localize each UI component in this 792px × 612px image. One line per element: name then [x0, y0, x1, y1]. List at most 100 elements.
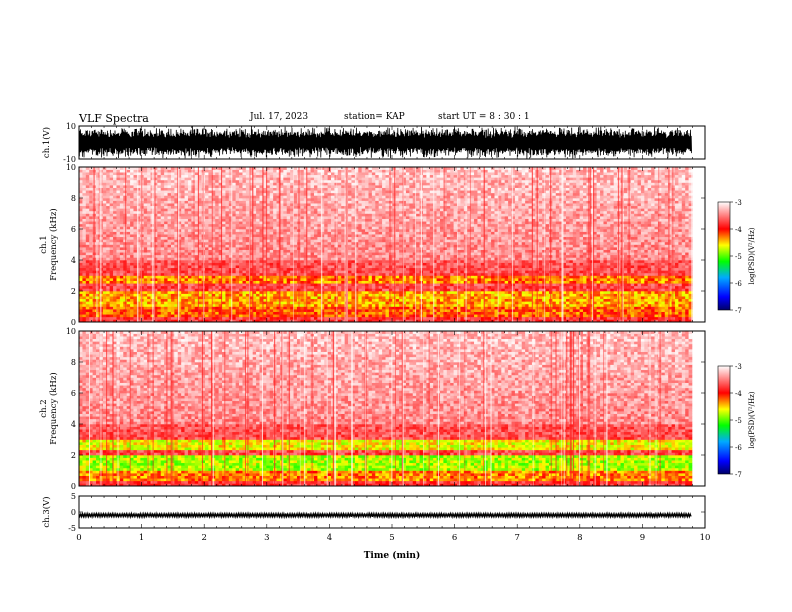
spectrogram-cell: [634, 265, 638, 268]
spectrogram-cell: [610, 314, 614, 317]
spectrogram-cell: [610, 283, 614, 286]
spectrogram-cell: [287, 263, 291, 266]
spectrogram-cell: [314, 273, 318, 276]
spectrogram-cell: [644, 309, 648, 312]
spectrogram-cell: [392, 294, 396, 297]
spectrogram-cell: [270, 309, 274, 312]
spectrogram-cell: [287, 288, 291, 291]
spectrogram-cell: [157, 283, 161, 286]
spectrogram-cell: [430, 283, 434, 286]
spectrogram-cell: [583, 317, 587, 320]
spectrogram-cell: [191, 257, 195, 260]
spectrogram-cell: [597, 270, 601, 273]
spectrogram-cell: [607, 312, 611, 315]
spectrogram-cell: [273, 286, 277, 289]
spectrogram-cell: [300, 283, 304, 286]
spectrogram-cell: [120, 260, 124, 263]
spectrogram-cell: [79, 317, 83, 320]
spectrogram-cell: [185, 296, 189, 299]
spectrogram-cell: [157, 281, 161, 284]
spectrogram-cell: [283, 317, 287, 320]
spectrogram-cell: [133, 252, 137, 255]
spectrogram-cell: [440, 278, 444, 281]
spectrogram-cell: [113, 278, 117, 281]
spectrogram-cell: [447, 299, 451, 302]
spectrogram-cell: [678, 286, 682, 289]
spectrogram-cell: [79, 314, 83, 317]
spectrogram-cell: [607, 252, 611, 255]
spectrogram-cell: [191, 314, 195, 317]
spectrogram-cell: [331, 314, 335, 317]
spectrogram-cell: [648, 265, 652, 268]
spectrogram-cell: [127, 299, 131, 302]
spectrogram-cell: [672, 283, 676, 286]
spectrogram-cell: [331, 312, 335, 315]
spectrogram-cell: [392, 301, 396, 304]
spectrogram-cell: [338, 268, 342, 271]
spectrogram-cell: [334, 317, 338, 320]
spectrogram-cell: [358, 273, 362, 276]
spectrogram-cell: [631, 283, 635, 286]
spectrogram-cell: [440, 255, 444, 258]
spectrogram-cell: [494, 286, 498, 289]
spectrogram-cell: [634, 299, 638, 302]
spectrogram-cell: [188, 257, 192, 260]
spectrogram-cell: [314, 265, 318, 268]
spectrogram-cell: [188, 314, 192, 317]
spectrogram-cell: [576, 252, 580, 255]
spectrogram-cell: [624, 312, 628, 315]
spectrogram-cell: [328, 260, 332, 263]
spectrogram-cell: [120, 309, 124, 312]
spectrogram-cell: [583, 291, 587, 294]
spectrogram-cell: [634, 304, 638, 307]
spectrogram-cell: [413, 294, 417, 297]
spectrogram-cell: [334, 273, 338, 276]
spectrogram-cell: [324, 296, 328, 299]
spectrogram-cell: [324, 301, 328, 304]
spectrogram-cell: [638, 273, 642, 276]
spectrogram-cell: [147, 317, 151, 320]
spectrogram-cell: [655, 270, 659, 273]
spectrogram-cell: [382, 278, 386, 281]
spectrogram-cell: [501, 281, 505, 284]
spectrogram-cell: [512, 273, 516, 276]
spectrogram-cell: [314, 294, 318, 297]
spectrogram-cell: [307, 312, 311, 315]
spectrogram-cell: [239, 314, 243, 317]
spectrogram-cell: [147, 304, 151, 307]
spectrogram-cell: [498, 273, 502, 276]
spectrogram-cell: [351, 257, 355, 260]
spectrogram-cell: [157, 291, 161, 294]
spectrogram-cell: [546, 263, 550, 266]
spectrogram-cell: [638, 314, 642, 317]
spectrogram-cell: [440, 291, 444, 294]
spectrogram-cell: [477, 281, 481, 284]
spectrogram-cell: [586, 294, 590, 297]
spectrogram-cell: [130, 252, 134, 255]
spectrogram-cell: [624, 317, 628, 320]
spectrogram-cell: [430, 314, 434, 317]
spectrogram-cell: [457, 294, 461, 297]
spectrogram-cell: [447, 268, 451, 271]
spectrogram-cell: [314, 286, 318, 289]
spectrogram-cell: [133, 281, 137, 284]
spectrogram-cell: [110, 299, 114, 302]
spectrogram-cell: [222, 283, 226, 286]
spectrogram-cell: [256, 268, 260, 271]
spectrogram-cell: [222, 252, 226, 255]
spectrogram-cell: [123, 304, 127, 307]
spectrogram-cell: [641, 273, 645, 276]
spectrogram-cell: [539, 312, 543, 315]
spectrogram-cell: [685, 276, 689, 279]
spectrogram-cell: [317, 317, 321, 320]
spectrogram-cell: [573, 265, 577, 268]
spectrogram-cell: [450, 276, 454, 279]
spectrogram-cell: [328, 304, 332, 307]
spectrogram-cell: [655, 276, 659, 279]
spectrogram-cell: [314, 307, 318, 310]
spectrogram-cell: [641, 299, 645, 302]
spectrogram-cell: [116, 286, 120, 289]
spectrogram-cell: [573, 268, 577, 271]
spectrogram-cell: [331, 317, 335, 320]
spectrogram-cell: [86, 301, 90, 304]
